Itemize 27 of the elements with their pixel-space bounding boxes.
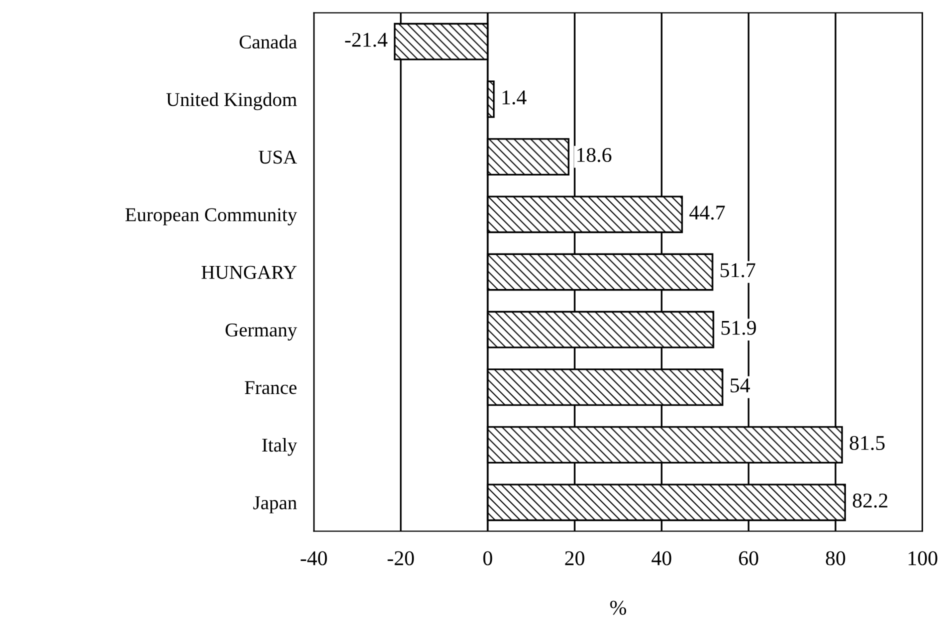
data-label: 1.4 [502,90,526,105]
y-tick-label: France [244,381,296,394]
y-tick-label: USA [258,150,298,164]
y-tick-label: HUNGARY [202,266,297,279]
data-label: 51.9 [722,320,756,335]
data-label: 54 [730,378,750,392]
y-tick-label: Canada [240,34,297,49]
x-tick-label: 60 [739,551,758,566]
data-label: 81.5 [850,436,885,450]
x-axis-title: % [610,600,626,615]
data-label: 51.7 [720,263,756,278]
y-tick-label: Germany [226,323,298,341]
x-tick-label: -40 [300,551,327,566]
x-tick-label: 20 [565,551,584,566]
y-tick-label: European Community [125,208,298,226]
y-tick-label: Italy [262,438,298,456]
y-tick-label: United Kingdom [166,92,297,110]
x-tick-label: 0 [483,551,492,566]
x-tick-label: 40 [652,551,672,566]
data-label: 44.7 [689,206,725,220]
y-tick-label: Japan [253,496,297,514]
x-tick-label: 100 [908,551,938,566]
data-label: 18.6 [577,148,612,162]
x-tick-label: -20 [388,551,414,566]
x-tick-label: 80 [826,551,846,566]
data-label: 82.2 [852,494,888,508]
data-label: -21.4 [345,32,388,47]
